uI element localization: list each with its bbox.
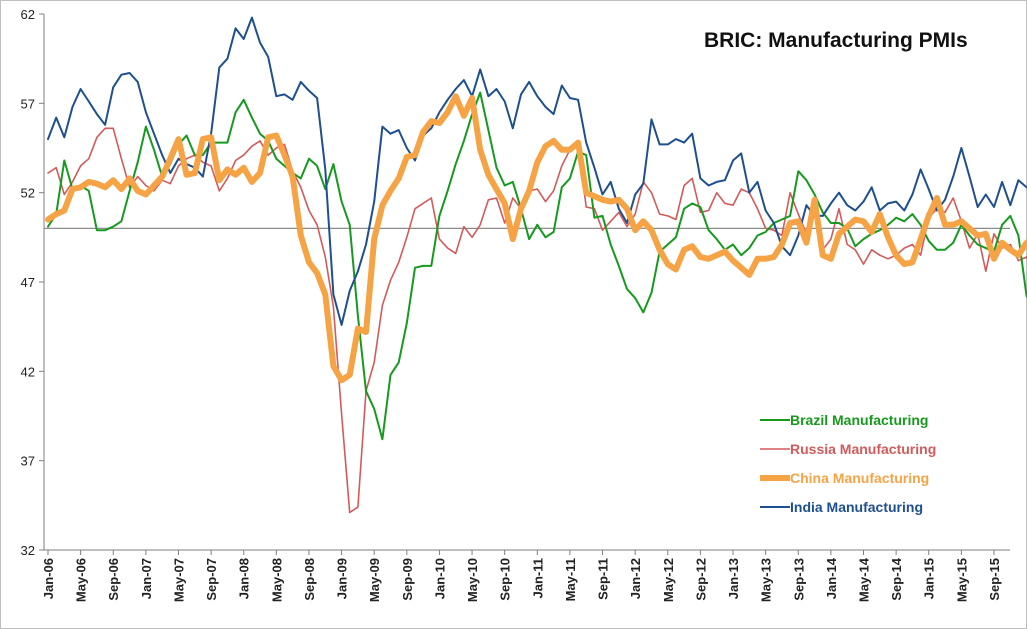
y-tick-label: 47	[21, 275, 35, 290]
y-tick-label: 62	[21, 7, 35, 22]
chart-title: BRIC: Manufacturing PMIs	[704, 29, 968, 52]
x-tick-label: Jan-14	[824, 557, 839, 599]
x-tick-label: May-14	[857, 557, 872, 602]
x-tick-label: May-09	[367, 558, 382, 602]
y-axis: 32 37 42 47 52 57 62	[21, 7, 44, 558]
legend-label-brazil-manufacturing: Brazil Manufacturing	[790, 412, 928, 428]
x-tick-label: Sep-11	[596, 558, 611, 600]
axes	[43, 14, 1010, 551]
y-tick-label: 52	[21, 186, 35, 201]
x-tick-label: Sep-10	[498, 558, 513, 601]
x-tick-label: Sep-12	[693, 558, 708, 601]
y-tick-label: 37	[21, 454, 35, 469]
x-axis: Jan-06 May-06 Sep-06 Jan-07 May-07 Sep-07 Jan-…	[41, 550, 1002, 602]
brazil-manufacturing-line	[47, 91, 1027, 441]
y-tick-label: 32	[21, 543, 35, 558]
x-tick-label: May-13	[759, 558, 774, 602]
india-manufacturing-line	[47, 16, 1027, 326]
x-tick-label: Jan-06	[41, 558, 56, 599]
x-tick-label: Sep-09	[400, 558, 415, 601]
x-tick-label: May-10	[465, 558, 480, 602]
y-tick-label: 57	[21, 96, 35, 111]
x-tick-label: Sep-06	[106, 558, 121, 601]
x-tick-label: Jan-08	[237, 558, 252, 599]
x-tick-label: Jan-13	[726, 558, 741, 599]
x-tick-label: Jan-07	[139, 558, 154, 599]
china-manufacturing-line	[45, 93, 1027, 384]
x-tick-label: Jan-11	[530, 558, 545, 598]
x-tick-label: Sep-07	[204, 558, 219, 601]
x-tick-label: May-08	[269, 558, 284, 602]
y-tick-label: 42	[21, 364, 35, 379]
legend-label-china-manufacturing: China Manufacturing	[790, 470, 929, 486]
x-tick-label: Jan-09	[335, 558, 350, 599]
x-tick-label: May-12	[661, 558, 676, 602]
x-tick-label: May-07	[171, 558, 186, 602]
russia-manufacturing-line	[47, 127, 1027, 514]
x-tick-label: Sep-08	[302, 558, 317, 601]
x-tick-label: Sep-15	[987, 558, 1002, 601]
x-tick-label: May-11	[563, 558, 578, 601]
legend: Brazil Manufacturing Russia Manufacturing…	[760, 412, 936, 515]
x-tick-label: Jan-15	[922, 558, 937, 599]
legend-label-russia-manufacturing: Russia Manufacturing	[790, 441, 936, 457]
legend-label-india-manufacturing: India Manufacturing	[790, 499, 923, 515]
x-tick-label: May-06	[74, 558, 89, 602]
series-lines	[45, 16, 1027, 514]
x-tick-label: Sep-13	[791, 558, 806, 601]
x-tick-label: Sep-14	[889, 557, 904, 600]
x-tick-label: Jan-12	[628, 558, 643, 599]
x-tick-label: May-15	[954, 558, 969, 602]
x-tick-label: Jan-10	[432, 558, 447, 599]
